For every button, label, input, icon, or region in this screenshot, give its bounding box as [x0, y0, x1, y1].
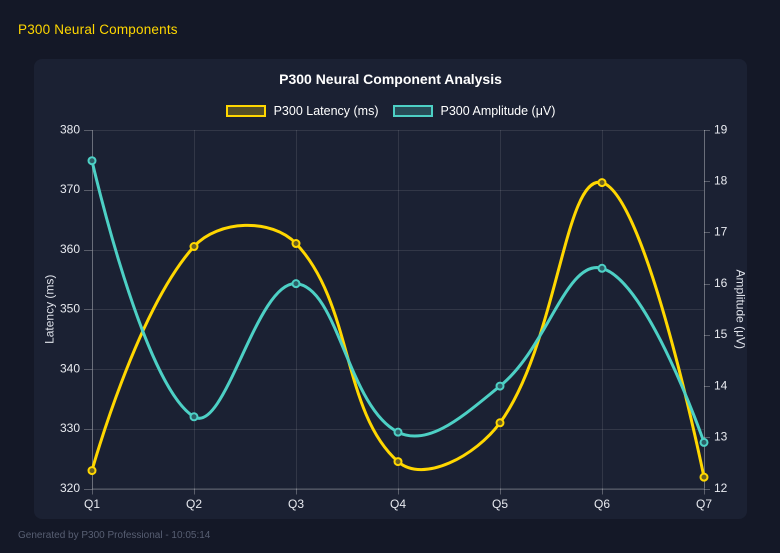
chart-card: P300 Neural Component Analysis P300 Late… [34, 59, 747, 519]
legend-label-p300-latency-ms: P300 Latency (ms) [273, 104, 379, 118]
legend-swatch-p300-latency-ms [225, 105, 266, 117]
page-title: P300 Neural Components [18, 22, 178, 37]
chart-canvas[interactable] [34, 59, 747, 519]
chart-legend: P300 Latency (ms) P300 Amplitude (μV) [34, 104, 747, 118]
legend-item-p300-amplitude-v[interactable]: P300 Amplitude (μV) [392, 104, 556, 118]
legend-label-p300-amplitude-v: P300 Amplitude (μV) [440, 104, 556, 118]
chart-title: P300 Neural Component Analysis [279, 71, 502, 87]
legend-swatch-p300-amplitude-v [392, 105, 433, 117]
footer-text: Generated by P300 Professional - 10:05:1… [18, 530, 211, 541]
legend-item-p300-latency-ms[interactable]: P300 Latency (ms) [225, 104, 379, 118]
